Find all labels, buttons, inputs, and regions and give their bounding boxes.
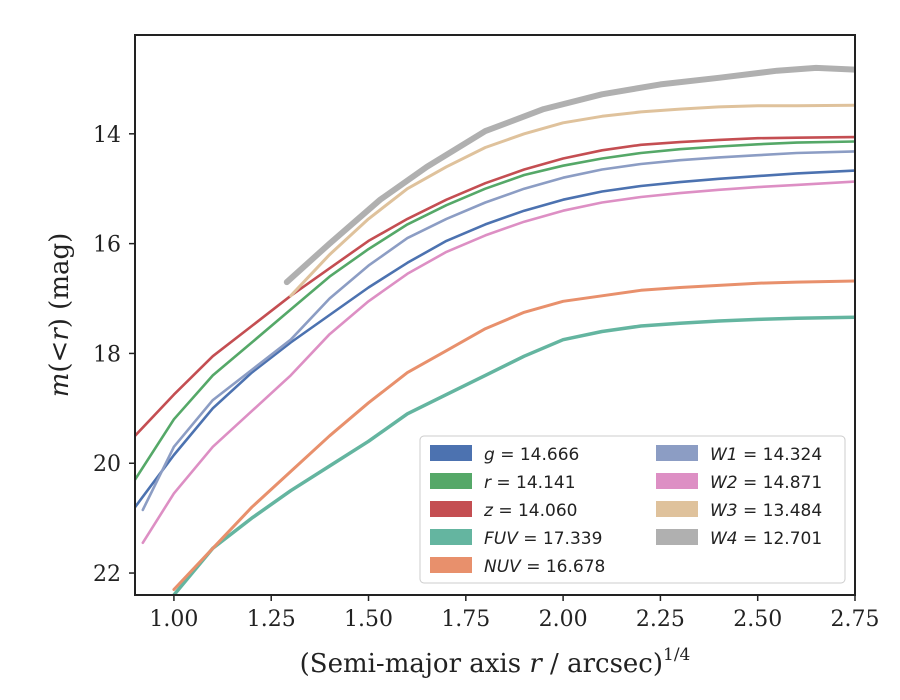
series-lines bbox=[135, 64, 855, 595]
series-line-g bbox=[135, 169, 855, 509]
legend-swatch-w4 bbox=[656, 529, 698, 545]
series-line-fuv bbox=[172, 315, 855, 595]
x-axis-label: (Semi-major axis r / arcsec)1/4 bbox=[300, 645, 691, 679]
x-tick-label: 1.50 bbox=[344, 607, 393, 632]
x-tick-label: 1.00 bbox=[149, 607, 198, 632]
x-tick-label: 2.75 bbox=[831, 607, 880, 632]
legend-swatch-z bbox=[430, 501, 472, 517]
legend-label-fuv: FUV = 17.339 bbox=[484, 529, 602, 549]
plot-frame bbox=[134, 34, 856, 596]
y-tick-label: 20 bbox=[93, 452, 121, 477]
legend: g = 14.666 r = 14.141 z = 14.060 FUV = 17.3… bbox=[419, 435, 846, 584]
legend-label-w3: W3 = 13.484 bbox=[710, 501, 822, 521]
x-tick-label: 2.25 bbox=[636, 607, 685, 632]
legend-label-g: g = 14.666 bbox=[484, 445, 579, 465]
series-line-nuv bbox=[172, 279, 855, 591]
legend-swatch-g bbox=[430, 445, 472, 461]
legend-swatch-nuv bbox=[430, 557, 472, 573]
legend-label-w1: W1 = 14.324 bbox=[710, 445, 822, 465]
legend-label-r: r = 14.141 bbox=[484, 473, 576, 493]
series-line-w2 bbox=[141, 180, 855, 545]
y-tick-label: 14 bbox=[93, 123, 121, 148]
legend-swatch-r bbox=[430, 473, 472, 489]
x-tick-label: 2.00 bbox=[539, 607, 588, 632]
series-line-w4 bbox=[283, 64, 855, 286]
legend-swatch-w3 bbox=[656, 501, 698, 517]
legend-swatch-w1 bbox=[656, 445, 698, 461]
legend-box bbox=[419, 435, 846, 584]
x-tick-label: 2.50 bbox=[733, 607, 782, 632]
legend-label-w2: W2 = 14.871 bbox=[710, 473, 822, 493]
y-ticks: 14 16 18 20 22 bbox=[93, 123, 135, 587]
x-ticks: 1.00 1.25 1.50 1.75 2.00 2.25 2.50 2.75 bbox=[149, 595, 879, 632]
legend-label-z: z = 14.060 bbox=[483, 501, 577, 521]
series-line-w1 bbox=[141, 150, 855, 512]
y-tick-label: 22 bbox=[93, 562, 121, 587]
series-line-r bbox=[135, 140, 855, 482]
legend-label-nuv: NUV = 16.678 bbox=[484, 557, 605, 577]
series-line-w3 bbox=[289, 103, 855, 298]
y-tick-label: 16 bbox=[93, 233, 121, 258]
legend-swatch-w2 bbox=[656, 473, 698, 489]
legend-swatch-fuv bbox=[430, 529, 472, 545]
x-tick-label: 1.25 bbox=[247, 607, 296, 632]
series-line-z bbox=[135, 135, 855, 438]
x-tick-label: 1.75 bbox=[441, 607, 490, 632]
y-tick-label: 18 bbox=[93, 342, 121, 367]
legend-label-w4: W4 = 12.701 bbox=[710, 529, 822, 549]
y-axis-label: m(<r) (mag) bbox=[45, 233, 75, 398]
